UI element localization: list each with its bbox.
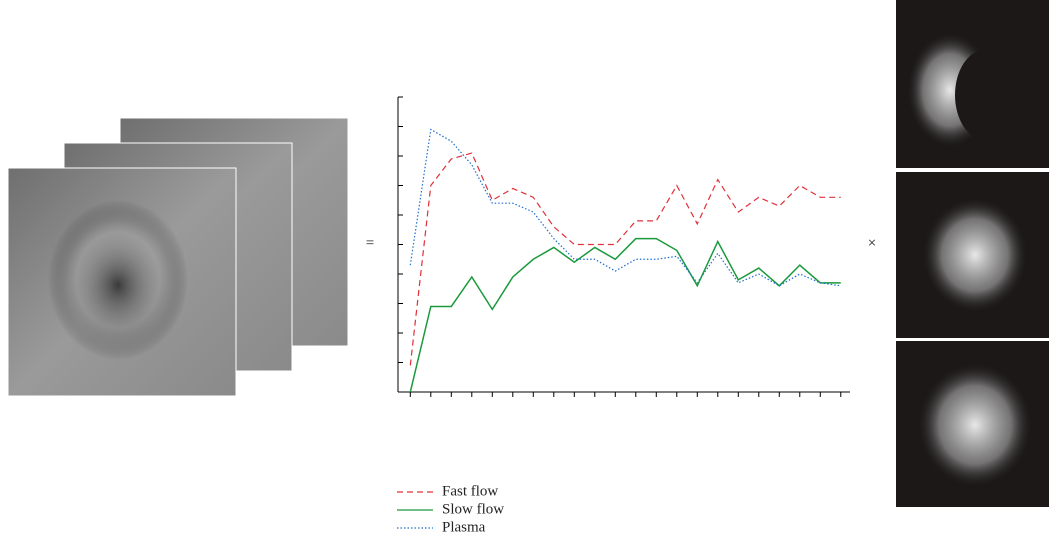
series-line: [409, 152, 841, 366]
legend-label: Plasma: [442, 519, 486, 535]
image-stack: [7, 117, 349, 397]
equals-sign: =: [366, 235, 374, 251]
series-line: [409, 128, 841, 287]
legend-label: Slow flow: [442, 501, 504, 517]
times-sign: ×: [868, 235, 876, 251]
legend-label: Fast flow: [442, 483, 498, 499]
component-images: [896, 0, 1049, 507]
series-line: [409, 237, 841, 393]
